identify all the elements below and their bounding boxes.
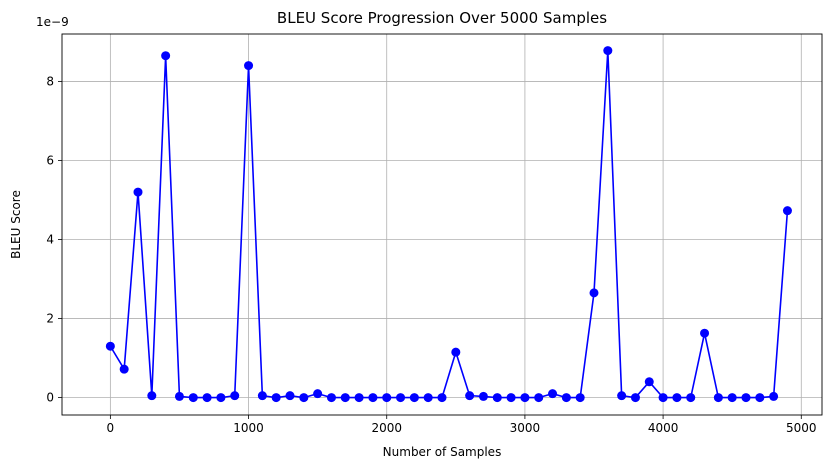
data-point — [216, 393, 226, 403]
plot-area — [61, 33, 823, 416]
data-point — [686, 393, 696, 403]
data-point — [575, 393, 585, 403]
data-point — [326, 393, 336, 403]
data-point — [727, 393, 737, 403]
data-point — [713, 393, 723, 403]
data-point — [133, 187, 143, 197]
data-point — [548, 389, 558, 399]
data-point — [423, 393, 433, 403]
data-point — [520, 393, 530, 403]
data-point — [161, 51, 171, 61]
data-point — [672, 393, 682, 403]
data-point — [644, 377, 654, 387]
x-tick-label: 0 — [107, 421, 115, 435]
data-point — [478, 391, 488, 401]
data-point — [741, 393, 751, 403]
data-point — [492, 393, 502, 403]
data-point — [188, 393, 198, 403]
y-axis: 0 2 4 6 8 — [46, 74, 62, 405]
chart-title: BLEU Score Progression Over 5000 Samples — [277, 9, 607, 27]
data-point — [617, 391, 627, 401]
data-point — [313, 389, 323, 399]
y-axis-label: BLEU Score — [9, 190, 23, 259]
data-point — [257, 391, 267, 401]
series-layer — [105, 46, 792, 403]
x-tick-label: 3000 — [510, 421, 541, 435]
y-axis-offset-label: 1e−9 — [36, 15, 69, 29]
data-point — [630, 393, 640, 403]
data-point — [409, 393, 419, 403]
data-point — [119, 364, 129, 374]
data-point — [202, 393, 212, 403]
data-point — [506, 393, 516, 403]
x-tick-label: 1000 — [233, 421, 264, 435]
data-point — [271, 393, 281, 403]
data-point — [437, 393, 447, 403]
data-point — [782, 206, 792, 216]
data-point — [382, 393, 392, 403]
data-point — [354, 393, 364, 403]
data-point — [465, 391, 475, 401]
y-tick-label: 8 — [46, 74, 54, 88]
data-point — [534, 393, 544, 403]
data-point — [244, 61, 254, 71]
data-point — [396, 393, 406, 403]
x-axis-label: Number of Samples — [383, 445, 502, 459]
data-point — [658, 393, 668, 403]
data-point — [340, 393, 350, 403]
data-point — [285, 391, 295, 401]
data-point — [451, 347, 461, 357]
grid-lines — [62, 34, 822, 415]
data-point — [299, 393, 309, 403]
series-line — [109, 49, 789, 399]
data-point — [603, 46, 613, 56]
x-tick-label: 5000 — [786, 421, 817, 435]
data-point — [755, 393, 765, 403]
x-tick-label: 2000 — [371, 421, 402, 435]
data-point — [769, 391, 779, 401]
data-point — [147, 391, 157, 401]
data-point — [700, 328, 710, 338]
x-axis: 0 1000 2000 3000 4000 5000 — [107, 415, 817, 435]
data-point — [230, 391, 240, 401]
y-tick-label: 2 — [46, 312, 54, 326]
data-point — [174, 391, 184, 401]
data-point — [589, 288, 599, 298]
data-point — [561, 393, 571, 403]
y-tick-label: 4 — [46, 233, 54, 247]
y-tick-label: 0 — [46, 391, 54, 405]
data-point — [368, 393, 378, 403]
data-point — [105, 341, 115, 351]
x-tick-label: 4000 — [648, 421, 679, 435]
y-tick-label: 6 — [46, 153, 54, 167]
